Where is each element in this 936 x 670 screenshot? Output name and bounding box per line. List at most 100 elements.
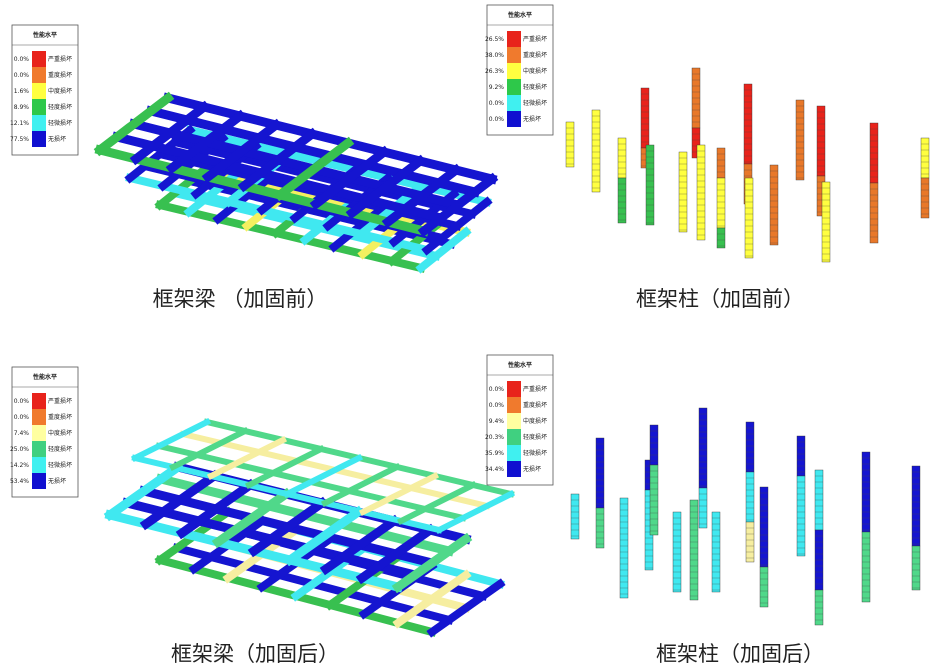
- caption: 框架柱（加固前）: [636, 287, 804, 311]
- beam: [206, 435, 288, 481]
- column: [920, 177, 930, 219]
- legend-swatch: [32, 393, 46, 409]
- beam: [417, 172, 499, 238]
- legend-percent: 0.0%: [489, 386, 505, 393]
- legend-swatch: [507, 79, 521, 95]
- column: [645, 144, 655, 226]
- legend-swatch: [32, 67, 46, 83]
- beam: [283, 505, 365, 567]
- legend-percent: 1.6%: [14, 88, 30, 95]
- legend-swatch: [507, 31, 521, 47]
- legend-label: 轻微损坏: [48, 119, 72, 127]
- beam: [130, 417, 212, 463]
- legend-percent: 0.0%: [14, 414, 30, 421]
- legend-swatch: [32, 83, 46, 99]
- beam: [128, 118, 464, 211]
- beam: [345, 154, 427, 220]
- beam: [155, 200, 426, 273]
- legend-label: 轻度损坏: [48, 103, 72, 111]
- column: [649, 464, 659, 536]
- legend-swatch: [507, 461, 521, 477]
- beam: [309, 145, 391, 211]
- legend-swatch: [507, 111, 521, 127]
- legend-swatch: [32, 51, 46, 67]
- column: [565, 121, 575, 168]
- caption: 框架梁（加固后）: [171, 642, 339, 666]
- legend-percent: 53.4%: [10, 478, 29, 485]
- column: [691, 127, 701, 159]
- legend-swatch: [32, 441, 46, 457]
- column: [617, 177, 627, 224]
- legend-label: 中度损坏: [523, 67, 547, 75]
- legend-label: 中度损坏: [48, 429, 72, 437]
- beam: [211, 487, 293, 549]
- beam: [111, 131, 447, 224]
- legend-label: 重度损坏: [48, 71, 72, 79]
- beam: [247, 496, 329, 558]
- legend-percent: 20.3%: [485, 434, 504, 441]
- beam: [165, 109, 247, 175]
- legend-label: 中度损坏: [523, 417, 547, 425]
- beam: [381, 163, 463, 229]
- legend-label: 严重损坏: [523, 385, 547, 393]
- legend-percent: 9.2%: [489, 84, 505, 91]
- legend-label: 无损坏: [48, 135, 66, 143]
- legend-swatch: [507, 429, 521, 445]
- beam: [392, 569, 472, 629]
- legend-swatch: [32, 131, 46, 147]
- beam: [145, 105, 481, 198]
- legend-label: 无损坏: [48, 477, 66, 485]
- beam: [201, 118, 283, 184]
- beam: [358, 471, 440, 517]
- legend-swatch: [507, 47, 521, 63]
- legend-label: 重度损坏: [523, 51, 547, 59]
- legend-title: 性能水平: [32, 31, 57, 39]
- column: [745, 521, 755, 563]
- legend-swatch: [32, 473, 46, 489]
- legend-percent: 34.4%: [485, 466, 504, 473]
- column: [678, 151, 688, 233]
- beam: [426, 578, 506, 638]
- column: [716, 177, 726, 229]
- column: [795, 99, 805, 181]
- beam: [355, 523, 437, 585]
- beam: [273, 136, 355, 202]
- column: [716, 227, 726, 249]
- legend-label: 轻微损坏: [523, 99, 547, 107]
- column: [698, 487, 708, 529]
- column: [595, 437, 605, 509]
- legend-swatch: [507, 445, 521, 461]
- column: [696, 144, 706, 241]
- legend-label: 重度损坏: [48, 413, 72, 421]
- legend-label: 无损坏: [523, 115, 541, 123]
- legend-swatch: [507, 63, 521, 79]
- beam: [282, 453, 364, 499]
- legend-percent: 12.1%: [10, 120, 29, 127]
- column: [745, 471, 755, 523]
- legend-title: 性能水平: [507, 361, 532, 369]
- beam: [185, 125, 492, 207]
- legend-percent: 26.5%: [485, 36, 504, 43]
- beam: [125, 173, 432, 255]
- column: [595, 507, 605, 549]
- column: [745, 421, 755, 473]
- legend-percent: 9.4%: [489, 418, 505, 425]
- beam: [415, 226, 472, 274]
- legend-percent: 26.3%: [485, 68, 504, 75]
- legend-title: 性能水平: [32, 373, 57, 381]
- beam: [139, 469, 221, 531]
- legend-swatch: [32, 99, 46, 115]
- legend-label: 轻微损坏: [523, 449, 547, 457]
- column: [570, 493, 580, 540]
- legend-percent: 7.4%: [14, 430, 30, 437]
- beam: [129, 100, 211, 166]
- legend-label: 严重损坏: [523, 35, 547, 43]
- legend-swatch: [32, 425, 46, 441]
- legend-percent: 0.0%: [14, 56, 30, 63]
- column: [672, 511, 682, 593]
- structure-art: [93, 67, 930, 638]
- beam: [103, 460, 185, 522]
- column: [911, 545, 921, 591]
- legend-swatch: [507, 95, 521, 111]
- column: [814, 589, 824, 626]
